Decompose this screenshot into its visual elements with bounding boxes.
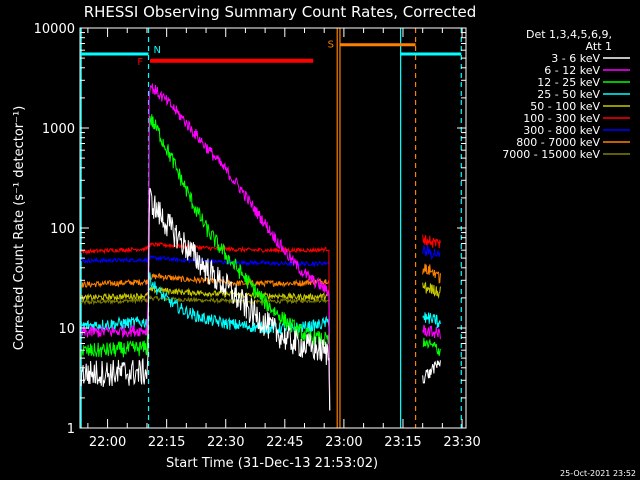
tail-segment (422, 337, 441, 356)
x-tick-label: 22:30 (207, 435, 244, 450)
legend-label: 100 - 300 keV (523, 112, 600, 125)
y-tick-label: 10000 (34, 22, 75, 37)
chart-title: RHESSI Observing Summary Count Rates, Co… (84, 3, 477, 21)
series-line (80, 285, 331, 411)
series-line (80, 114, 331, 411)
y-axis-label: Corrected Count Rate (s⁻¹ detector⁻¹) (12, 106, 27, 351)
flare-label: F (137, 57, 143, 68)
night-label: N (154, 45, 161, 56)
y-tick-label: 10 (58, 322, 75, 337)
event-bars: F S N (81, 40, 462, 68)
tail-segment (422, 263, 441, 284)
tail-segment (422, 312, 441, 328)
legend-label: 12 - 25 keV (537, 76, 600, 89)
x-tick-label: 23:15 (384, 435, 421, 450)
series-line (80, 294, 331, 411)
legend-label: 800 - 7000 keV (516, 136, 600, 149)
y-tick-label: 1 (67, 422, 75, 437)
saa-label: S (328, 40, 334, 51)
tail-segment (422, 281, 441, 300)
y-axis: 1 10 100 1000 10000 (34, 22, 466, 437)
legend-label: 3 - 6 keV (551, 52, 600, 65)
legend-header: Det 1,3,4,5,6,9, (526, 28, 612, 41)
legend-label: 6 - 12 keV (544, 64, 600, 77)
tail-segment (422, 234, 441, 249)
x-tick-label: 22:45 (266, 435, 303, 450)
legend-label: 50 - 100 keV (530, 100, 600, 113)
y-tick-label: 1000 (42, 122, 75, 137)
series-line (80, 83, 331, 411)
legend-label: 7000 - 15000 keV (502, 148, 600, 161)
x-tick-label: 23:30 (443, 435, 480, 450)
legend-header: Att 1 (586, 40, 612, 53)
series-line (80, 254, 331, 411)
y-tick-label: 100 (50, 222, 75, 237)
series-line (80, 242, 331, 411)
legend-label: 25 - 50 keV (537, 88, 600, 101)
x-tick-label: 22:15 (148, 435, 185, 450)
series-lines (80, 83, 441, 411)
tail-segment (422, 244, 441, 261)
x-axis-label: Start Time (31-Dec-13 21:53:02) (166, 456, 378, 471)
footer-date: 25-Oct-2021 23:52 (560, 469, 636, 478)
x-tick-label: 23:00 (325, 435, 362, 450)
series-line (80, 187, 331, 411)
x-tick-label: 22:00 (89, 435, 126, 450)
x-axis: 22:00 22:15 22:30 22:45 23:00 23:15 23:30 (87, 28, 481, 450)
tail-segment (422, 360, 441, 384)
tail-segment (422, 324, 441, 340)
legend-label: 300 - 800 keV (523, 124, 600, 137)
